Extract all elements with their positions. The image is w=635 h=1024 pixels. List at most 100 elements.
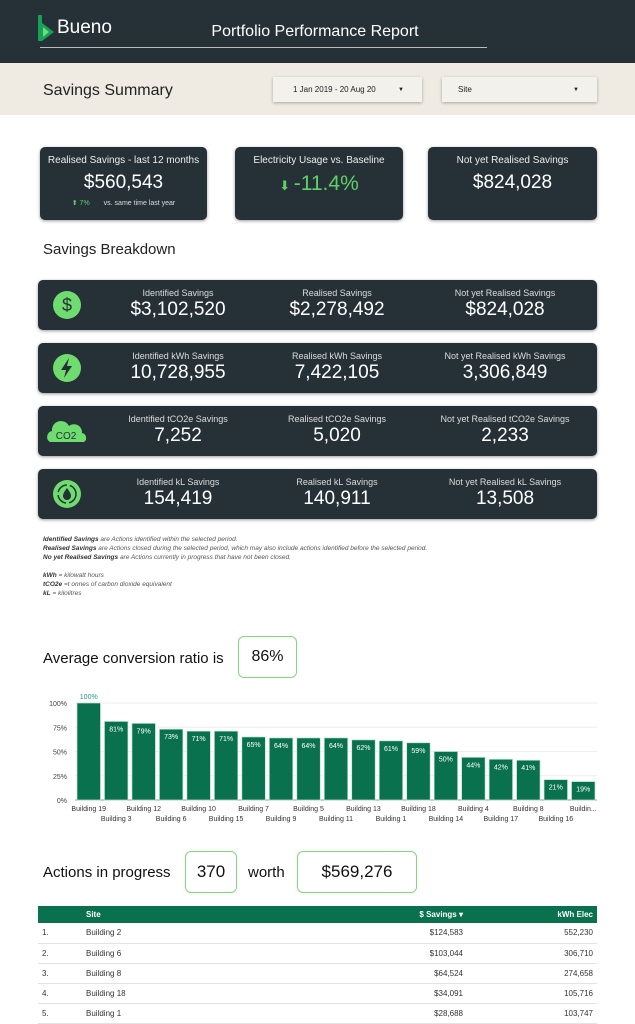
data-label: 64% (274, 743, 288, 750)
data-label: 21% (549, 785, 563, 792)
data-label: 19% (576, 787, 590, 794)
bar (378, 740, 404, 801)
y-tick-label: 25% (53, 774, 67, 781)
data-label: 100% (80, 694, 98, 701)
breakdown-title: Savings Breakdown (43, 241, 176, 258)
x-tick-label: Building 19 (71, 806, 106, 813)
metric-label: Realised kL Savings (296, 477, 378, 487)
lightning-icon (53, 354, 81, 382)
breakdown-row-kl: Identified kL Savings 154,419 Realised kL… (38, 469, 597, 519)
kpi-value: -11.4% (293, 172, 359, 195)
cell-site: Building 1 (82, 1003, 267, 1024)
co2-cloud-icon: CO2 (47, 421, 87, 442)
glossary-term: tCO2e (43, 581, 63, 588)
x-tick-label: Building 12 (126, 806, 161, 813)
table-header: Site $ Savings ▾ kWh Elec (38, 906, 597, 923)
metric-label: Not yet Realised kWh Savings (444, 351, 566, 361)
bar (571, 781, 596, 801)
metric-label: Not yet Realised kL Savings (448, 477, 562, 487)
caret-down-icon: ▼ (573, 86, 579, 93)
data-label: 79% (137, 728, 151, 735)
bar (104, 721, 129, 801)
glossary-term: kL (43, 590, 51, 597)
dollar-icon: $ (53, 291, 81, 319)
bar (543, 779, 568, 801)
col-header-savings[interactable]: $ Savings ▾ (266, 906, 467, 923)
note-term: No yet Realised Savings (43, 554, 119, 561)
bar (461, 756, 486, 801)
data-label: 64% (329, 743, 343, 750)
x-tick-label: Building 18 (401, 806, 436, 813)
kpi-realised-savings: Realised Savings - last 12 months $560,5… (40, 147, 207, 220)
actions-label: Actions in progress (43, 864, 171, 881)
x-tick-label: Building 5 (293, 806, 324, 813)
cell-kwh: 105,716 (467, 983, 597, 1004)
bar (159, 728, 184, 801)
y-tick-label: 50% (53, 750, 67, 757)
bueno-logo-icon (38, 15, 54, 41)
bar (214, 730, 239, 801)
breakdown-row-co2: CO2 Identified tCO2e Savings 7,252 Realis… (38, 406, 597, 456)
kpi-value: $560,543 (83, 172, 164, 193)
metric-value: 140,911 (303, 488, 371, 509)
metric-label: Not yet Realised Savings (454, 288, 556, 298)
table-row[interactable]: 3. Building 8 $64,524 274,658 (38, 963, 597, 984)
metric-value: 3,306,849 (462, 362, 548, 383)
logo[interactable]: Bueno (38, 15, 112, 41)
up-arrow-icon: ⬆ (71, 200, 80, 207)
x-tick-label: Building 7 (238, 806, 269, 813)
y-tick-label: 75% (53, 725, 67, 732)
table-row[interactable]: 4. Building 18 $34,091 105,716 (38, 983, 597, 1004)
bar (323, 737, 349, 801)
table-row[interactable]: 2. Building 6 $103,044 306,710 (38, 943, 597, 964)
cell-savings: $103,044 (266, 943, 467, 964)
cell-site: Building 2 (82, 923, 267, 944)
conversion-label: Average conversion ratio is (43, 650, 224, 667)
glossary-text: = kilolitres (50, 590, 82, 597)
site-dropdown[interactable]: Site ▼ (442, 77, 597, 102)
date-range-dropdown[interactable]: 1 Jan 2019 - 20 Aug 20 ▼ (273, 77, 422, 102)
note-term: Identified Savings (43, 536, 99, 543)
metric-value: $2,278,492 (289, 299, 385, 320)
col-header-site[interactable]: Site (82, 906, 267, 923)
report-title: Portfolio Performance Report (211, 23, 419, 40)
x-tick-label: Building 6 (156, 816, 187, 823)
x-tick-label: Building 14 (429, 816, 464, 823)
note-text: are Actions closed during the selected p… (96, 545, 428, 552)
metric-value: $824,028 (465, 299, 545, 320)
x-tick-label: Building 9 (266, 816, 297, 823)
bar (241, 736, 266, 801)
data-label: 59% (411, 748, 425, 755)
cell-rank: 1. (38, 923, 82, 944)
table-row[interactable]: 5. Building 1 $28,688 103,747 (38, 1003, 597, 1024)
metric-label: Realised tCO2e Savings (287, 414, 387, 424)
x-tick-label: Building 10 (181, 806, 216, 813)
conversion-bar-chart: 0% 25% 50% 75% 100% 100% Building 19 81% Buildin… (49, 694, 597, 823)
data-label: 42% (494, 764, 508, 771)
kpi-electricity-usage: Electricity Usage vs. Baseline ⬇ -11.4% (235, 147, 403, 220)
cell-rank: 5. (38, 1003, 82, 1024)
col-header-kwh[interactable]: kWh Elec (467, 906, 597, 923)
metric-value: $3,102,520 (130, 299, 226, 320)
metric-value: 7,252 (154, 425, 202, 446)
cell-site: Building 18 (82, 983, 267, 1004)
bar (406, 742, 431, 801)
bar (268, 737, 294, 801)
bar (351, 739, 376, 801)
glossary-term: kWh (43, 572, 57, 579)
cell-savings: $64,524 (266, 963, 467, 984)
data-label: 44% (466, 762, 480, 769)
metric-label: Realised kWh Savings (291, 351, 383, 361)
col-header-rank (38, 906, 82, 923)
cell-site: Building 8 (82, 963, 267, 984)
water-recycle-icon (53, 480, 81, 508)
note-text: are Actions identified within the select… (98, 536, 238, 543)
data-label: 64% (302, 743, 316, 750)
breakdown-row-kwh: Identified kWh Savings 10,728,955 Realise… (38, 343, 597, 393)
x-tick-label: Building 4 (458, 806, 489, 813)
data-label: 61% (384, 746, 398, 753)
metric-value: 10,728,955 (130, 362, 226, 383)
table-row[interactable]: 1. Building 2 $124,583 552,230 (38, 923, 597, 944)
metric-value: 13,508 (475, 488, 535, 509)
bar (186, 730, 211, 801)
